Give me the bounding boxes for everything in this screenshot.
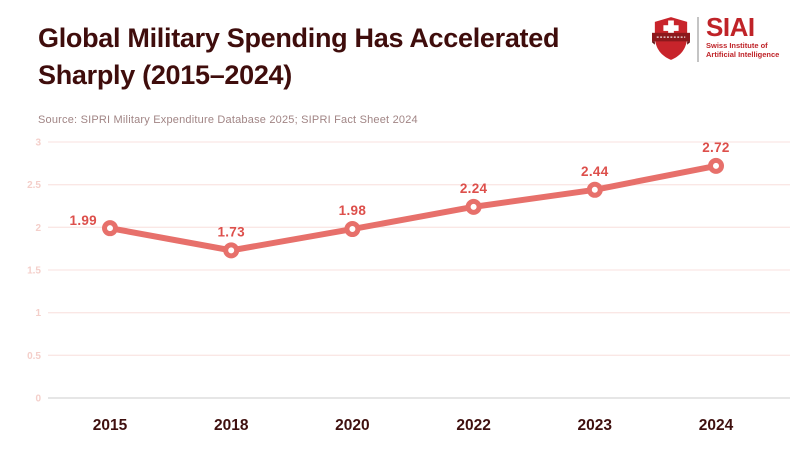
page-title-line1: Global Military Spending Has Accelerated xyxy=(38,23,560,53)
data-point xyxy=(102,220,118,237)
data-point xyxy=(344,221,361,238)
x-axis-label: 2022 xyxy=(456,417,490,434)
source-note: Source: SIPRI Military Expenditure Datab… xyxy=(38,114,418,126)
data-value-label: 1.73 xyxy=(217,224,245,239)
logo-subtitle-line2: Artificial Intelligence xyxy=(706,50,780,59)
x-axis-label: 2018 xyxy=(214,417,249,434)
x-axis-label: 2023 xyxy=(578,417,613,434)
data-point xyxy=(586,181,603,198)
logo-acronym: SIAI xyxy=(706,12,755,42)
logo-subtitle-line1: Swiss Institute of xyxy=(706,41,768,50)
swiss-cross-horizontal xyxy=(663,25,679,31)
y-tick-label: 3 xyxy=(35,138,41,149)
siai-shield-icon xyxy=(652,17,690,60)
page-title-line2: Sharply (2015–2024) xyxy=(38,60,292,90)
data-point xyxy=(708,157,724,174)
y-tick-label: 2 xyxy=(35,223,41,234)
y-tick-label: 0 xyxy=(35,394,41,405)
data-value-label: 2.44 xyxy=(581,164,609,179)
page-title: Global Military Spending Has Accelerated… xyxy=(38,20,638,94)
data-value-label: 2.24 xyxy=(460,181,488,196)
y-tick-label: 1 xyxy=(35,308,41,319)
x-axis-label: 2024 xyxy=(699,417,734,434)
data-value-label: 2.72 xyxy=(702,140,729,155)
data-point xyxy=(465,198,482,215)
x-axis-label: 2020 xyxy=(335,417,369,434)
data-value-label: 1.98 xyxy=(339,203,367,218)
x-axis-label: 2015 xyxy=(93,417,128,434)
y-tick-label: 1.5 xyxy=(27,266,41,277)
data-point xyxy=(223,242,240,259)
y-tick-label: 2.5 xyxy=(27,180,41,191)
siai-logo: SIAI Swiss Institute of Artificial Intel… xyxy=(652,13,779,63)
banner-fold-right xyxy=(687,41,690,45)
banner-fold-left xyxy=(652,41,655,45)
data-line xyxy=(107,162,719,254)
logo-divider xyxy=(697,17,699,62)
data-value-label: 1.99 xyxy=(70,213,97,228)
y-tick-label: 0.5 xyxy=(27,351,41,362)
logo-text: SIAI Swiss Institute of Artificial Intel… xyxy=(706,13,779,59)
